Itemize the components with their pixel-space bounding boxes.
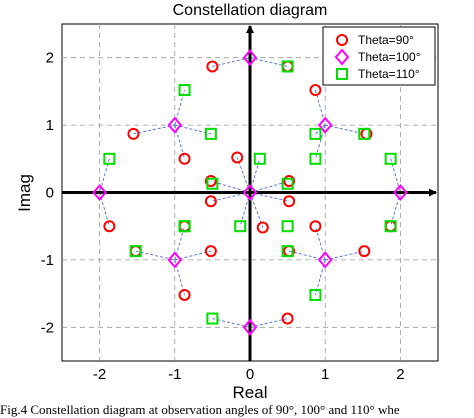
series-2-point [92,183,107,202]
y-tick-label: 1 [46,117,54,134]
series-1-point [281,312,294,325]
series-3-point [206,177,219,190]
connector-line [249,318,288,328]
constellation-chart: -2 -1 0 1 2 -2 -1 0 1 2 Constellation diagram Rea… [15,2,439,402]
series-3-point [178,220,191,233]
series-2-point [242,49,258,67]
center-axes [62,25,437,361]
series-2-point [167,116,183,134]
series-3-point [178,84,191,97]
connector-line [212,57,251,67]
legend-label-2: Theta=100° [358,50,421,64]
series-1-point [206,60,219,73]
tick-labels: -2 -1 0 1 2 -2 -1 0 1 2 [41,50,405,383]
x-tick-label: -1 [168,366,181,383]
series-1-point [283,175,296,188]
y-tick-label: -2 [41,319,54,336]
series-2-point [242,318,258,336]
y-tick-label: 0 [46,185,54,202]
series-3-point [309,152,322,165]
series-1-point [204,175,217,188]
y-axis-label: Imag [15,174,34,212]
series-3-point [309,127,322,140]
series-3-point [281,60,294,73]
series-3-point [281,245,294,258]
series-1-point [231,151,244,164]
x-tick-label: 2 [396,366,404,383]
series-3-point [234,220,247,233]
series-1-point [127,127,140,140]
series-3-point [204,127,217,140]
series-3-point [281,220,294,233]
connector-line [135,250,175,261]
connector-line [210,180,251,193]
series-1-point [204,245,217,258]
series-1-point [309,220,322,233]
series-1-point [309,84,322,97]
connector-line [249,180,290,193]
series-3-point [206,312,219,325]
chart-title: Constellation diagram [173,2,328,19]
legend-marker-2 [334,48,350,66]
series-1-point [256,221,269,234]
series-1-point [178,152,191,165]
legend-marker-1 [336,34,348,46]
x-tick-label: 0 [246,366,254,383]
legend: Theta=90° Theta=100° Theta=110° [322,26,436,86]
series-3-point [358,127,371,140]
legend-box [322,26,436,86]
y-tick-label: 2 [46,50,54,67]
x-tick-label: -2 [93,366,106,383]
connector-line [325,250,365,261]
series-1-point [204,195,217,208]
series-2-point [317,251,333,269]
y-tick-label: -1 [41,252,54,269]
series-3-point [103,152,116,165]
connector-line [133,124,175,135]
legend-label-3: Theta=110° [358,67,420,81]
series-2-point [242,183,258,202]
legend-label-1: Theta=90° [358,33,414,47]
connector-line [325,124,365,135]
data-points [92,49,408,336]
series-1-point [103,220,116,233]
x-tick-label: 1 [321,366,329,383]
series-1-point [178,288,191,301]
connector-line [249,57,288,67]
series-2-point [393,183,408,202]
legend-marker-3 [336,68,348,80]
series-2-point [167,251,183,269]
series-3-point [129,245,142,258]
series-3-point [384,220,397,233]
series-2-point [317,116,333,134]
series-3-point [384,152,397,165]
connector-line [212,318,251,328]
series-3-point [281,177,294,190]
figure-caption: Fig.4 Constellation diagram at observati… [0,402,400,417]
series-1-point [358,245,371,258]
series-3-point [253,152,266,165]
x-axis-label: Real [233,383,268,402]
series-3-point [309,288,322,301]
series-1-point [283,195,296,208]
